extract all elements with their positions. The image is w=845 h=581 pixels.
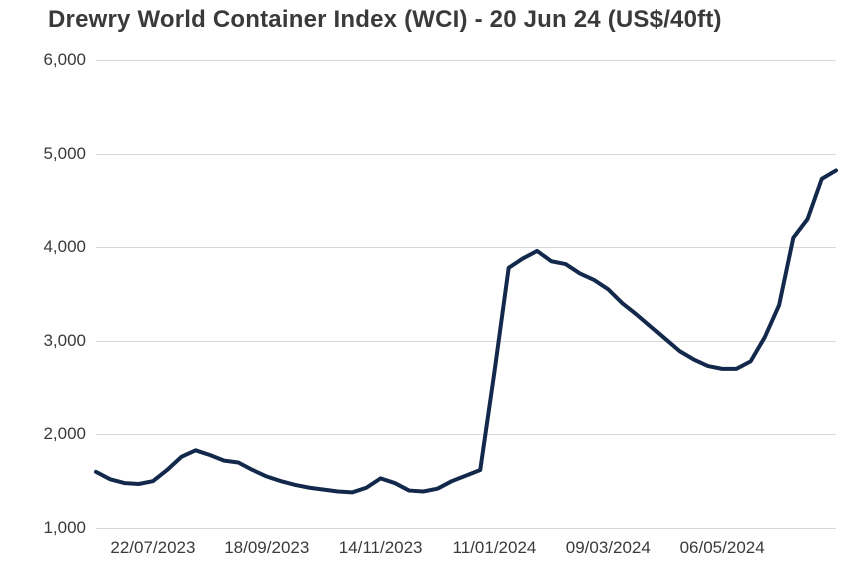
x-tick-label: 09/03/2024 <box>566 528 651 558</box>
x-tick-label: 18/09/2023 <box>224 528 309 558</box>
plot-area: 1,0002,0003,0004,0005,0006,00022/07/2023… <box>96 60 836 528</box>
x-tick-label: 22/07/2023 <box>110 528 195 558</box>
y-tick-label: 4,000 <box>43 237 96 257</box>
y-tick-label: 5,000 <box>43 144 96 164</box>
series-line <box>96 170 836 492</box>
x-tick-label: 14/11/2023 <box>339 528 423 558</box>
y-tick-label: 2,000 <box>43 424 96 444</box>
x-tick-label: 06/05/2024 <box>680 528 765 558</box>
y-tick-label: 1,000 <box>43 518 96 538</box>
wci-line-chart: Drewry World Container Index (WCI) - 20 … <box>0 0 845 581</box>
y-tick-label: 3,000 <box>43 331 96 351</box>
y-tick-label: 6,000 <box>43 50 96 70</box>
chart-title: Drewry World Container Index (WCI) - 20 … <box>48 6 722 34</box>
series-layer <box>96 60 836 528</box>
x-tick-label: 11/01/2024 <box>453 528 537 558</box>
